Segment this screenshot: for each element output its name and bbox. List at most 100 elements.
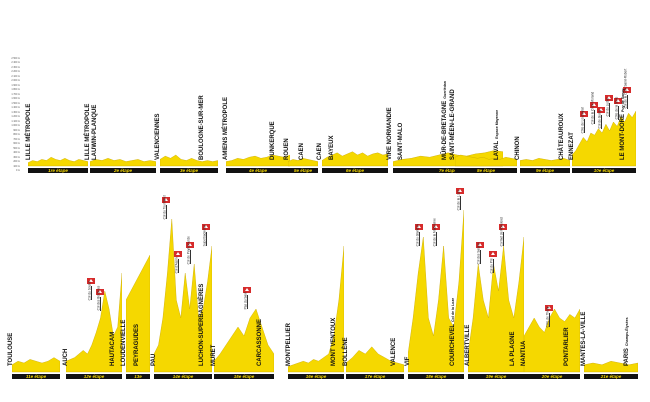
stage-3[interactable]: 3e étape BOULOGNE-SUR-MER VALENCIENNES bbox=[155, 0, 218, 402]
mountain-flag-icon bbox=[589, 102, 598, 109]
altitude-tick: 200 m bbox=[13, 160, 20, 164]
stage-profile bbox=[226, 154, 290, 167]
stage-14[interactable]: 14e étape Col du Tourmalet Col d'Aspin Col … bbox=[150, 0, 212, 402]
stage-11[interactable]: 11e étape TOULOUSE bbox=[8, 0, 60, 402]
stage-17[interactable]: 17e étape BOLLÈNE VALENCE bbox=[343, 0, 404, 402]
mountain-flag-icon bbox=[597, 106, 606, 113]
town-subname: Col de la Loze bbox=[450, 297, 455, 322]
stage-band: 10e étape bbox=[572, 168, 636, 173]
stage-20[interactable]: 20e étape Côte de Thésy NANTUA PONTARLIER bbox=[521, 0, 580, 402]
stage-profile bbox=[214, 308, 274, 373]
stage-2[interactable]: 2e étape LILLE MÉTROPOLE LAUWIN-PLANQUE bbox=[85, 0, 156, 402]
altitude-tick: 900 m bbox=[13, 128, 20, 132]
climb-name: Côte de Thésy bbox=[545, 306, 550, 327]
town-name: CARCASSONNE bbox=[257, 319, 263, 366]
stage-band: 20e étape bbox=[524, 374, 580, 379]
altitude-tick: 2 500 m bbox=[11, 57, 20, 60]
mountain-flag-icon bbox=[614, 97, 623, 104]
altitude-tick: 1 200 m bbox=[11, 115, 20, 119]
stage-4[interactable]: 4e étape DUNKERQUE AMIENS MÉTROPOLE bbox=[223, 0, 290, 402]
stage-band: 7e étape bbox=[393, 168, 503, 173]
altitude-tick: 1 100 m bbox=[11, 119, 20, 123]
town-name: COURCHEVELCol de la Loze bbox=[450, 298, 456, 366]
climb-line bbox=[206, 232, 207, 246]
mountain-flag-icon bbox=[498, 224, 507, 230]
town-name-text: COURCHEVEL bbox=[449, 323, 456, 366]
climb-name: Pas du Sant bbox=[243, 291, 248, 309]
profile-shape bbox=[584, 360, 638, 373]
stage-13[interactable]: 13e LOUDENVIELLE PEYRAGUDES bbox=[121, 0, 150, 402]
profile-shape bbox=[12, 357, 60, 373]
climb-line bbox=[247, 295, 248, 309]
town-name: VIF bbox=[405, 357, 411, 366]
mountain-flag-icon bbox=[243, 287, 251, 293]
altitude-tick: 1 500 m bbox=[11, 101, 20, 105]
stage-19[interactable]: 19e étape Col des Saisies Col du Pré Cormet… bbox=[465, 0, 524, 402]
mountain-flag-icon bbox=[202, 224, 211, 230]
town-name: AUCH bbox=[63, 349, 69, 366]
stage-band: 8e étape bbox=[455, 168, 517, 173]
town-name: MANTES-LA-VILLE bbox=[581, 312, 587, 366]
town-subname: Champs-Élysées bbox=[624, 317, 629, 347]
stage-12[interactable]: 12e étape Col du Soulor Col des Bordères AU… bbox=[63, 0, 122, 402]
stage-8[interactable]: 8e étape SAINT-MÉEN-LE-GRAND LAVALEspace M… bbox=[450, 0, 517, 402]
stage-profile bbox=[160, 154, 218, 167]
stage-number: 20e étape bbox=[541, 374, 563, 379]
climb-name: Col des Bordères bbox=[96, 286, 101, 311]
profile-shape bbox=[408, 209, 464, 373]
stage-band: 17e étape bbox=[346, 374, 404, 379]
stage-9[interactable]: 9e étape CHINON CHÂTEAUROUX bbox=[515, 0, 570, 402]
altitude-tick: 400 m bbox=[13, 151, 20, 155]
stage-1[interactable]: 1re étape LILLE MÉTROPOLE bbox=[26, 0, 88, 402]
stage-number: 21e étape bbox=[600, 374, 622, 379]
profile-shape bbox=[346, 346, 404, 373]
climb-line bbox=[601, 114, 602, 129]
stage-18[interactable]: 18e étape Col du Glandon Col de la Madelei… bbox=[405, 0, 464, 402]
stage-profile bbox=[468, 236, 524, 373]
profile-shape bbox=[214, 308, 274, 373]
town-name-text: HAUTACAM bbox=[110, 331, 117, 366]
mountain-flag-icon bbox=[489, 251, 498, 257]
town-name: NANTUA bbox=[521, 341, 527, 366]
stage-profile bbox=[520, 158, 570, 167]
town-name: HAUTACAM bbox=[110, 332, 116, 366]
stage-profile bbox=[408, 209, 464, 373]
stage-number: 8e étape bbox=[476, 168, 495, 173]
stage-5[interactable]: 5e étape ROUEN CAEN bbox=[284, 0, 318, 402]
town-name-text: LUCHON-SUPERBAGNÈRES bbox=[199, 283, 206, 366]
stage-number: 16e étape bbox=[305, 374, 327, 379]
mountain-flag-icon bbox=[605, 94, 614, 101]
profile-shape bbox=[160, 154, 218, 167]
stage-band: 18e étape bbox=[408, 374, 464, 379]
climb-name: Col d'Aspin bbox=[174, 256, 179, 273]
profile-shape bbox=[572, 110, 636, 167]
town-name-text: PAU bbox=[150, 353, 157, 366]
stage-profile bbox=[288, 158, 318, 167]
altitude-tick: 1 700 m bbox=[11, 92, 20, 96]
stage-profile bbox=[126, 254, 150, 373]
stage-16[interactable]: 16e étape MONTPELLIER MONT VENTOUX bbox=[286, 0, 344, 402]
altitude-tick: 1 900 m bbox=[11, 83, 20, 87]
stage-15[interactable]: 15e étape Pas du Sant MURET CARCASSONNE bbox=[211, 0, 274, 402]
altitude-tick: 1 400 m bbox=[11, 106, 20, 110]
stage-profile bbox=[66, 272, 122, 373]
altitude-tick: 1 000 m bbox=[11, 124, 20, 128]
climb-line bbox=[459, 196, 461, 210]
town-name-text: VIF bbox=[404, 356, 411, 366]
stage-number: 14e étape bbox=[172, 374, 194, 379]
climb-line bbox=[493, 259, 494, 273]
profile-shape bbox=[154, 218, 212, 373]
climb-name: Cormet de Roselend bbox=[499, 216, 504, 246]
stage-6[interactable]: 6e étape CAEN BAYEUX bbox=[317, 0, 388, 402]
stage-number: 18e étape bbox=[425, 374, 447, 379]
stage-profile bbox=[28, 156, 88, 167]
town-name-text: MANTES-LA-VILLE bbox=[580, 311, 587, 366]
stage-number: 3e étape bbox=[179, 168, 198, 173]
stage-number: 2e étape bbox=[113, 168, 132, 173]
mountain-flag-icon bbox=[545, 305, 554, 311]
stage-10[interactable]: 10e étape Côte de Loubeyrat Col de la Croi… bbox=[569, 0, 636, 402]
stage-21[interactable]: 21e étape MANTES-LA-VILLE PARISChamps-Élys… bbox=[581, 0, 638, 402]
stage-number: 17e étape bbox=[364, 374, 386, 379]
climb-line bbox=[189, 250, 191, 264]
town-name-text: LA PLAGNE bbox=[509, 331, 516, 366]
